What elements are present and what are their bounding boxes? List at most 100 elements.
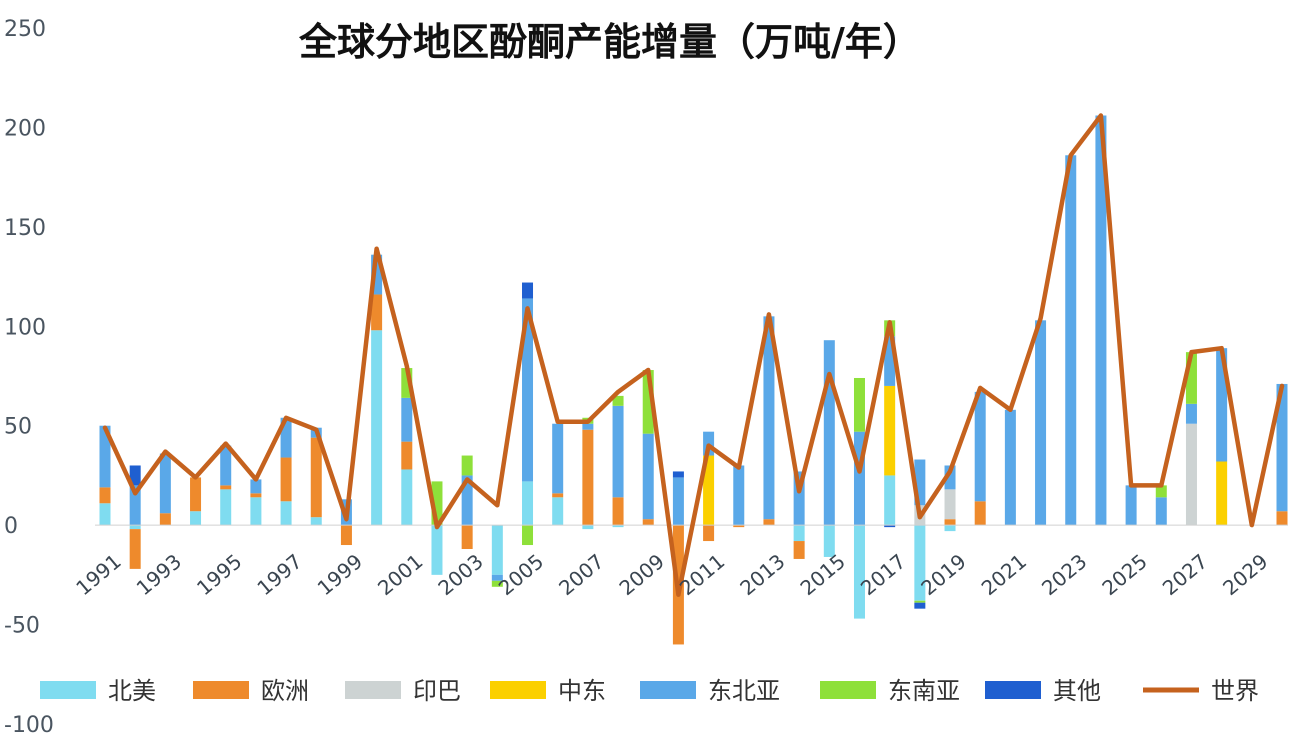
legend-label: 印巴 [413,677,461,705]
bar-segment [642,519,654,526]
y-tick-label: -50 [4,614,40,639]
world-line-layer [102,113,1285,597]
legend-label: 东南亚 [888,677,960,705]
bar-segment [1095,115,1107,526]
chart-title: 全球分地区酚酮产能增量（万吨/年） [298,20,921,64]
bar-segment [371,330,383,526]
x-tick-label: 2025 [1097,549,1151,600]
y-tick-label: 150 [4,216,46,241]
bar-segment [310,517,322,526]
bar-segment [340,525,352,546]
bar-segment [884,336,896,386]
bar-segment [1004,409,1016,526]
bar-segment [401,469,413,526]
legend-label: 欧洲 [261,677,309,705]
bar-segment [159,513,171,526]
bar-segment [220,489,232,526]
bar-segment [371,294,383,331]
bar-segment [763,316,775,520]
bar-segment [401,397,413,442]
bar-segment [461,525,473,550]
bar-segment [129,465,141,486]
bar-segment [99,487,111,504]
x-tick-label: 2001 [373,549,427,600]
bar-segment [914,459,926,506]
bar-segment [884,385,896,476]
bar-segment [461,455,473,476]
bar-segment [491,580,503,587]
bar-segment [1065,155,1077,526]
bar-segment [280,417,292,458]
bar-segment [582,525,594,530]
bar-segment [280,501,292,526]
bar-segment [703,525,715,542]
bar-segment [642,433,654,520]
bar-segment [401,368,413,398]
bar-segment [1276,511,1288,526]
bar-segment [884,475,896,526]
bar-segment [853,377,865,432]
bar-segment [461,475,473,526]
bar-segment [129,525,141,530]
legend-swatch [40,681,96,699]
legend-swatch [193,681,249,699]
bar-segment [1216,461,1228,526]
bar-segment [582,429,594,526]
bar-segment [793,525,805,542]
x-tick-label: 1991 [71,549,125,600]
world-series-line [102,113,1285,597]
bar-segment [401,441,413,470]
bar-segment [914,602,926,609]
bar-segment [612,395,624,406]
bar-segment [99,425,111,488]
bar-segment [552,493,564,498]
legend-swatch [490,681,546,699]
legend-label: 中东 [558,677,606,705]
bar-segment [129,529,141,569]
bar-segment [190,477,202,512]
x-tick-label: 1995 [192,549,246,600]
legend-label: 世界 [1211,677,1259,705]
bar-segment [612,525,624,528]
bar-segment [612,497,624,526]
bar-segment [944,465,956,490]
legend-swatch [820,681,876,699]
bar-segment [1155,485,1167,498]
bar-segment [733,465,745,526]
bar-segment [522,298,534,482]
y-tick-label: -100 [4,713,54,738]
bar-segment [703,455,715,526]
bar-segment [672,471,684,478]
bar-segment [1185,423,1197,526]
bar-segment [1035,320,1047,526]
bar-segment [944,489,956,520]
bar-segment [431,481,443,526]
bar-segment [944,525,956,532]
bar-segment [1185,352,1197,404]
bar-segment [280,457,292,502]
bar-segment [190,511,202,526]
bar-segment [582,423,594,430]
legend: 北美 欧洲 印巴 中东 东北亚 东南亚 其他 世界 [40,677,1259,705]
bar-segment [944,519,956,526]
legend-swatch [640,681,696,699]
legend-label: 其他 [1053,677,1101,705]
bar-segment [552,423,564,494]
x-tick-label: 2021 [977,549,1031,600]
bar-segment [1185,403,1197,424]
bar-segment [159,453,171,514]
x-tick-label: 2023 [1037,549,1091,600]
bar-segment [1125,485,1137,526]
bar-segment [431,525,443,575]
bar-segment [793,471,805,526]
bar-segment [763,519,775,526]
bar-segment [1155,497,1167,526]
legend-swatch [985,681,1041,699]
bars-layer [99,115,1288,645]
legend-label: 东北亚 [708,677,780,705]
bar-segment [1276,383,1288,512]
x-tick-label: 2009 [615,549,669,600]
x-tick-label: 2027 [1158,549,1212,600]
x-tick-label: 2007 [554,549,608,600]
